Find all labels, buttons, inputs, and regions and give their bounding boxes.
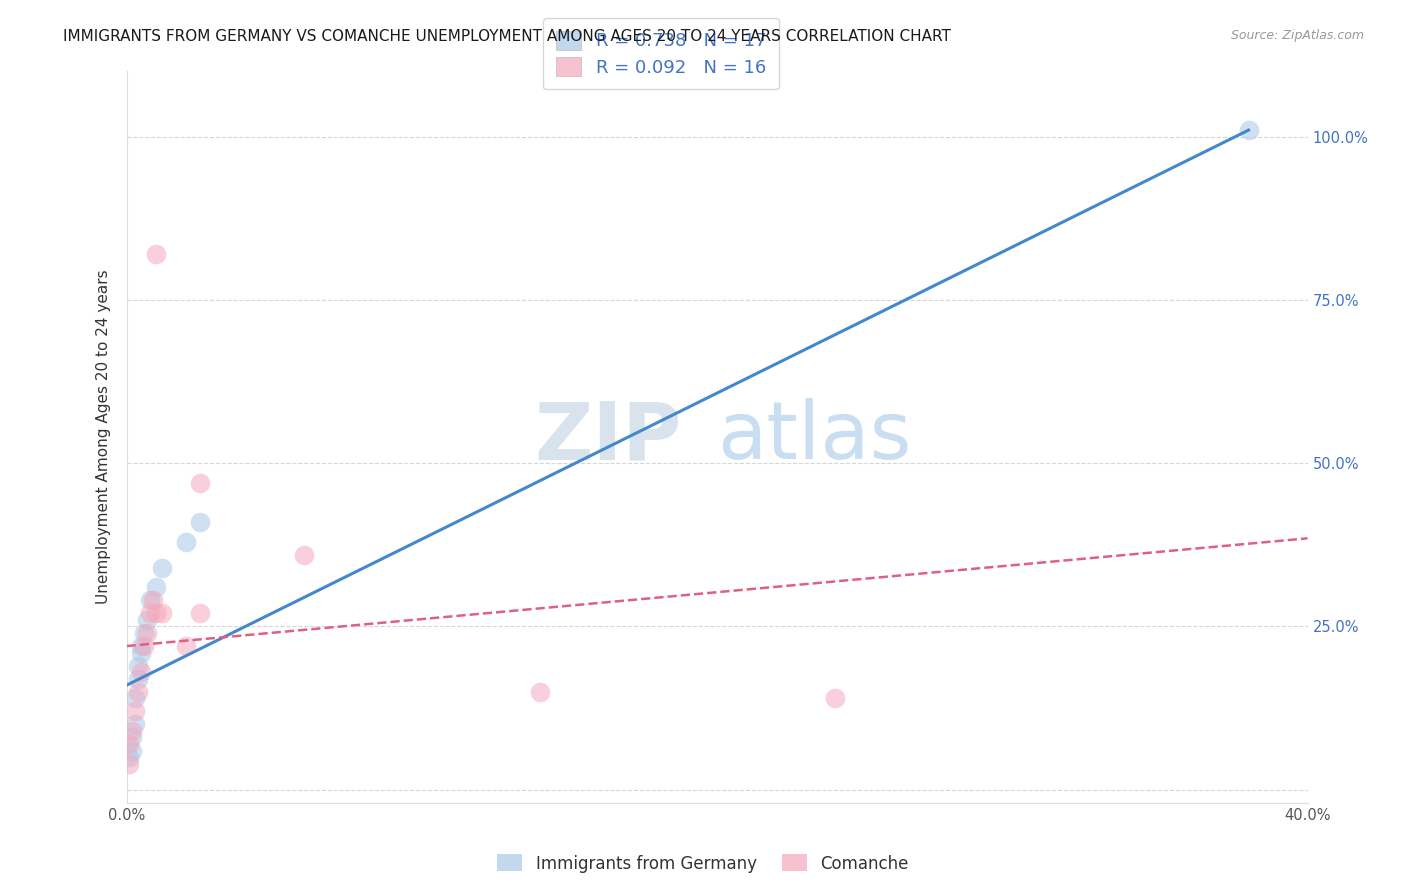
Text: ZIP: ZIP: [534, 398, 682, 476]
Point: [1237, 123, 1260, 137]
Point: [174, 639, 197, 653]
Point: [145, 607, 167, 621]
Point: [292, 548, 315, 562]
Point: [145, 247, 167, 261]
Point: [150, 607, 173, 621]
Text: IMMIGRANTS FROM GERMANY VS COMANCHE UNEMPLOYMENT AMONG AGES 20 TO 24 YEARS CORRE: IMMIGRANTS FROM GERMANY VS COMANCHE UNEM…: [63, 29, 950, 44]
Point: [118, 750, 141, 764]
Point: [121, 731, 143, 745]
Point: [188, 515, 212, 529]
Point: [129, 646, 153, 660]
Point: [124, 691, 146, 706]
Text: atlas: atlas: [717, 398, 911, 476]
Y-axis label: Unemployment Among Ages 20 to 24 years: Unemployment Among Ages 20 to 24 years: [96, 269, 111, 605]
Point: [188, 607, 212, 621]
Point: [150, 560, 173, 574]
Text: Source: ZipAtlas.com: Source: ZipAtlas.com: [1230, 29, 1364, 42]
Point: [174, 534, 197, 549]
Point: [145, 580, 167, 594]
Point: [824, 691, 846, 706]
Point: [118, 756, 141, 771]
Point: [121, 723, 143, 738]
Point: [136, 626, 159, 640]
Point: [118, 737, 141, 751]
Point: [127, 658, 149, 673]
Point: [129, 665, 153, 680]
Point: [142, 593, 165, 607]
Point: [127, 672, 149, 686]
Point: [188, 475, 212, 490]
Point: [121, 743, 143, 757]
Point: [127, 685, 149, 699]
Point: [134, 639, 156, 653]
Point: [134, 626, 156, 640]
Legend: R = 0.738   N = 17, R = 0.092   N = 16: R = 0.738 N = 17, R = 0.092 N = 16: [543, 18, 779, 89]
Point: [136, 613, 159, 627]
Point: [124, 717, 146, 731]
Point: [124, 705, 146, 719]
Point: [139, 607, 162, 621]
Point: [139, 593, 162, 607]
Point: [129, 639, 153, 653]
Point: [529, 685, 551, 699]
Legend: Immigrants from Germany, Comanche: Immigrants from Germany, Comanche: [491, 847, 915, 880]
